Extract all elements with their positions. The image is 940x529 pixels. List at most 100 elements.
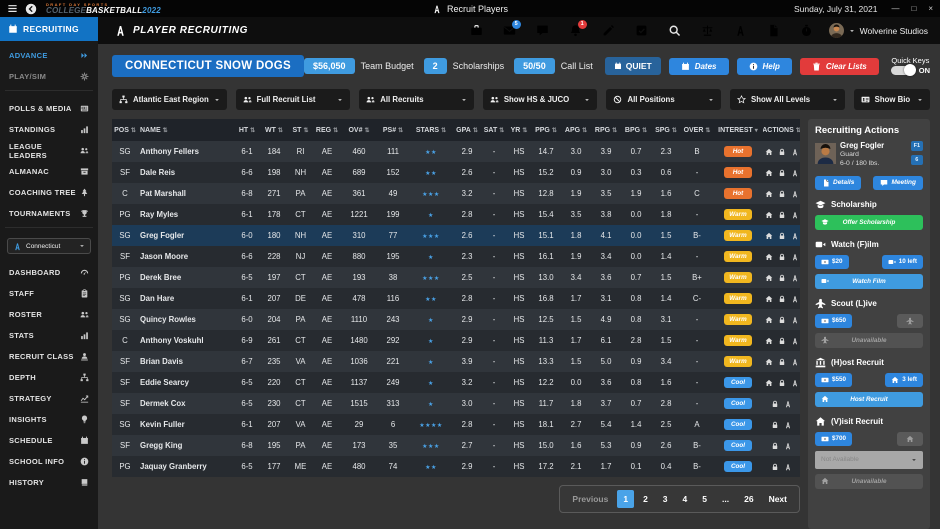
interest-badge[interactable]: Cool <box>724 419 752 430</box>
meeting-button[interactable]: Meeting <box>873 175 923 190</box>
table-row[interactable]: C Pat Marshall 6-8 271 PA AE 361 49 ★★★ 3.2 - HS 12.… <box>112 183 800 204</box>
sidebar-item-recruit-class[interactable]: RECRUIT CLASS <box>0 346 98 367</box>
interest-badge[interactable]: Cool <box>724 398 752 409</box>
home-icon[interactable] <box>765 274 773 282</box>
page-button-5[interactable]: 5 <box>702 494 707 504</box>
lock-icon[interactable] <box>778 232 786 240</box>
players-icon[interactable] <box>791 316 799 324</box>
column-header-bpg[interactable]: BPG ⇅ <box>621 127 651 134</box>
unavailable-button[interactable]: Unavailable <box>815 332 923 348</box>
sidebar-item-school-info[interactable]: SCHOOL INFO <box>0 451 98 472</box>
interest-badge[interactable]: Warm <box>724 272 752 283</box>
sidebar-item-polls-media[interactable]: POLLS & MEDIA <box>0 98 98 119</box>
column-header-stars[interactable]: STARS ⇅ <box>409 127 453 134</box>
lock-icon[interactable] <box>771 400 779 408</box>
boxcheck-icon[interactable] <box>635 24 648 37</box>
lock-icon[interactable] <box>778 316 786 324</box>
lock-icon[interactable] <box>778 337 786 345</box>
filter-dropdown-show-hs-juco[interactable]: Show HS & JUCO <box>482 89 598 110</box>
column-header-wt[interactable]: WT ⇅ <box>260 127 288 134</box>
sidebar-item-staff[interactable]: STAFF <box>0 283 98 304</box>
filter-dropdown-atlantic-east-region[interactable]: Atlantic East Region <box>112 89 227 110</box>
stat-value-team-budget[interactable]: $56,050 <box>304 58 355 74</box>
table-row[interactable]: SG Quincy Rowles 6-0 204 PA AE 1110 243 ★ 2.9 - HS 1… <box>112 309 800 330</box>
interest-badge[interactable]: Hot <box>724 167 752 178</box>
sidebar-item-depth[interactable]: DEPTH <box>0 367 98 388</box>
page-button-1[interactable]: 1 <box>617 490 635 508</box>
table-row[interactable]: SG Anthony Fellers 6-1 184 RI AE 460 111 ★★ 2.9 - H… <box>112 141 800 162</box>
sidebar-item-league-leaders[interactable]: LEAGUE LEADERS <box>0 140 98 161</box>
table-row[interactable]: SF Eddie Searcy 6-5 220 CT AE 1137 249 ★ 3.2 - HS 12… <box>112 372 800 393</box>
players-icon[interactable] <box>791 379 799 387</box>
column-header-st[interactable]: ST ⇅ <box>288 127 313 134</box>
plane-button[interactable] <box>897 313 923 328</box>
table-row[interactable]: SF Dale Reis 6-6 198 NH AE 689 152 ★★ 2.6 - HS 15.2 0… <box>112 162 800 183</box>
players-icon[interactable] <box>791 253 799 261</box>
sidebar-item-strategy[interactable]: STRATEGY <box>0 388 98 409</box>
bell-icon[interactable]: 1 <box>569 20 587 37</box>
hotkey-button-6[interactable]: 6 <box>910 155 923 165</box>
table-row[interactable]: SG Greg Fogler 6-0 180 NH AE 310 77 ★★★ 2.6 - HS 15.… <box>112 225 800 246</box>
stopwatch-icon[interactable] <box>800 24 813 37</box>
previous-button[interactable]: Previous <box>572 494 609 504</box>
sidebar-item-standings[interactable]: STANDINGS <box>0 119 98 140</box>
home-icon[interactable] <box>765 190 773 198</box>
interest-badge[interactable]: Warm <box>724 293 752 304</box>
column-header-interest[interactable]: INTEREST ▾ <box>713 127 763 134</box>
quick-keys-toggle[interactable] <box>890 64 916 77</box>
lock-icon[interactable] <box>778 169 786 177</box>
interest-badge[interactable]: Cool <box>724 377 752 388</box>
filter-dropdown-all-recruits[interactable]: All Recruits <box>359 89 474 110</box>
column-header-name[interactable]: NAME ⇅ <box>138 127 234 134</box>
interest-badge[interactable]: Hot <box>724 146 752 157</box>
home-icon[interactable] <box>765 358 773 366</box>
column-header-rpg[interactable]: RPG ⇅ <box>591 127 621 134</box>
scale-icon[interactable] <box>701 24 714 37</box>
filter-dropdown-show-bio[interactable]: Show Bio <box>853 89 931 110</box>
table-row[interactable]: PG Jaquay Granberry 6-5 177 ME AE 480 74 ★★ 2.9 - H… <box>112 456 800 477</box>
3-left-button[interactable]: 3 left <box>885 372 923 387</box>
unavailable-button[interactable]: Unavailable <box>815 473 923 489</box>
sidebar-item-coaching-tree[interactable]: COACHING TREE <box>0 182 98 203</box>
home-icon[interactable] <box>765 337 773 345</box>
interest-badge[interactable]: Cool <box>724 440 752 451</box>
column-header-ps[interactable]: PS# ⇅ <box>377 127 409 134</box>
column-header-spg[interactable]: SPG ⇅ <box>651 127 681 134</box>
interest-badge[interactable]: Warm <box>724 251 752 262</box>
table-row[interactable]: SF Dermek Cox 6-5 230 CT AE 1515 313 ★ 3.0 - HS 11.7… <box>112 393 800 414</box>
minimize-button[interactable]: — <box>891 4 900 13</box>
sidebar-item-insights[interactable]: INSIGHTS <box>0 409 98 430</box>
column-header-pos[interactable]: POS ⇅ <box>112 127 138 134</box>
team-name-button[interactable]: CONNECTICUT SNOW DOGS <box>112 55 305 77</box>
details-button[interactable]: Details <box>815 175 862 190</box>
home-icon[interactable] <box>765 316 773 324</box>
page-button-4[interactable]: 4 <box>682 494 688 504</box>
column-header-reg[interactable]: REG ⇅ <box>313 127 341 134</box>
table-row[interactable]: SG Kevin Fuller 6-1 207 VA AE 29 6 ★★★★ 2.8 - HS 18.… <box>112 414 800 435</box>
close-button[interactable]: × <box>928 4 933 13</box>
briefcase-icon[interactable] <box>470 24 483 37</box>
lock-icon[interactable] <box>778 211 786 219</box>
lock-icon[interactable] <box>778 295 786 303</box>
players-icon[interactable] <box>791 148 799 156</box>
players-icon[interactable] <box>791 274 799 282</box>
column-header-sat[interactable]: SAT ⇅ <box>481 127 507 134</box>
column-header-ppg[interactable]: PPG ⇅ <box>531 127 561 134</box>
sidebar-item-schedule[interactable]: SCHEDULE <box>0 430 98 451</box>
clear-lists-button[interactable]: Clear Lists <box>799 57 879 75</box>
table-row[interactable]: PG Ray Myles 6-1 178 CT AE 1221 199 ★ 2.8 - HS 15.4 3… <box>112 204 800 225</box>
page-button-3[interactable]: 3 <box>662 494 668 504</box>
lock-icon[interactable] <box>778 253 786 261</box>
maximize-button[interactable]: □ <box>911 4 917 13</box>
players-icon[interactable] <box>791 232 799 240</box>
home-icon[interactable] <box>765 148 773 156</box>
home-icon[interactable] <box>765 379 773 387</box>
players-icon[interactable] <box>734 24 747 37</box>
column-header-apg[interactable]: APG ⇅ <box>561 127 591 134</box>
interest-badge[interactable]: Warm <box>724 335 752 346</box>
sidebar-header-recruiting[interactable]: RECRUITING <box>0 17 98 41</box>
home-icon[interactable] <box>765 169 773 177</box>
filter-dropdown-show-all-levels[interactable]: Show All Levels <box>730 89 845 110</box>
interest-badge[interactable]: Cool <box>724 461 752 472</box>
sidebar-item-advance[interactable]: ADVANCE <box>0 45 98 66</box>
